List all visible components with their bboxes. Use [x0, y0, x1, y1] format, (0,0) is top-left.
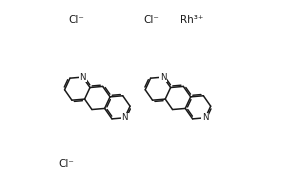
Text: Cl⁻: Cl⁻	[58, 159, 74, 168]
Text: N: N	[121, 113, 128, 122]
Text: N: N	[80, 73, 86, 82]
Text: Rh³⁺: Rh³⁺	[180, 15, 203, 25]
Text: N: N	[160, 73, 166, 82]
Text: Cl⁻: Cl⁻	[143, 15, 159, 25]
Text: N: N	[202, 113, 209, 122]
Text: Cl⁻: Cl⁻	[68, 15, 84, 25]
